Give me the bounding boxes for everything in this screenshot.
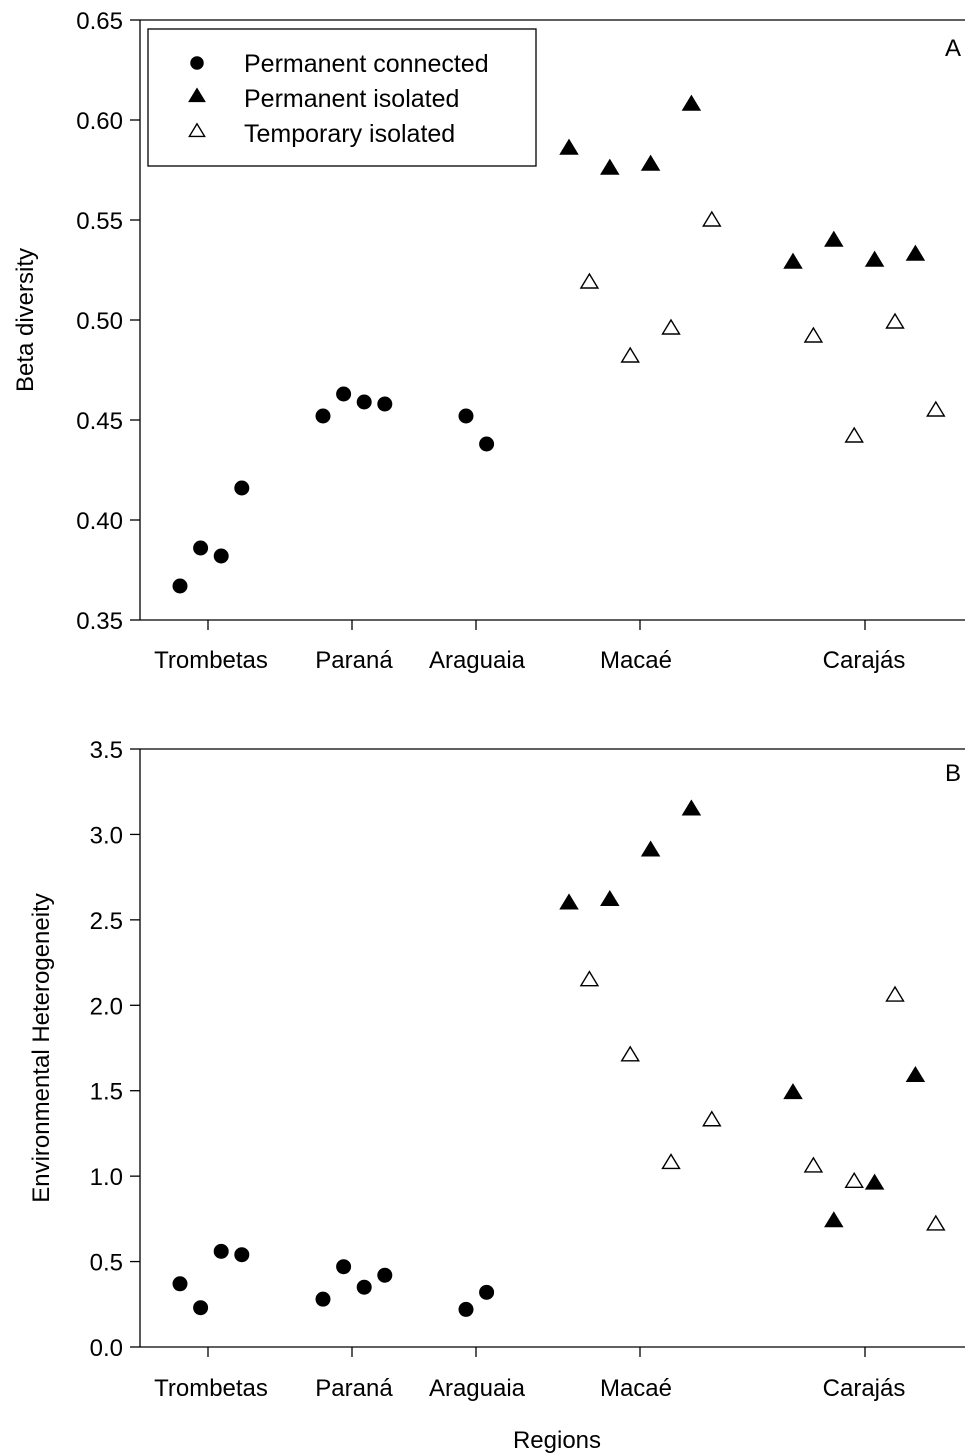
x-tick-label-carajás: Carajás [823, 647, 906, 674]
data-point-permanent-isolated [905, 1065, 926, 1083]
y-tick-label: 1.5 [90, 1079, 123, 1106]
data-point-permanent-connected [458, 1301, 474, 1317]
legend-marker-permanent-connected [190, 56, 204, 70]
data-point-permanent-connected [356, 1279, 372, 1295]
data-point-permanent-isolated [824, 1211, 844, 1228]
y-tick-label: 0.50 [76, 308, 123, 335]
data-point-permanent-connected [315, 1291, 331, 1307]
data-point-permanent-isolated [559, 138, 579, 155]
y-tick-label: 0.40 [76, 508, 123, 535]
x-tick-label-trombetas: Trombetas [154, 647, 268, 674]
y-tick-label: 0.45 [76, 408, 123, 435]
y-tick-label: 0.5 [90, 1250, 123, 1277]
data-point-temporary-isolated [926, 1214, 946, 1231]
data-point-permanent-connected [479, 1284, 495, 1300]
data-point-temporary-isolated [844, 426, 864, 443]
data-point-permanent-connected [336, 1259, 352, 1275]
y-tick-label: 2.5 [90, 908, 123, 935]
data-point-temporary-isolated [620, 346, 640, 363]
data-point-permanent-isolated [864, 250, 885, 267]
x-tick-label-macaé: Macaé [600, 647, 672, 674]
legend-marker-permanent-isolated [188, 87, 206, 103]
legend-box [147, 28, 537, 167]
data-point-temporary-isolated [885, 312, 905, 329]
y-tick-label: 1.0 [90, 1164, 123, 1191]
data-point-permanent-isolated [681, 94, 702, 111]
data-point-temporary-isolated [661, 318, 681, 335]
y-tick-label: 0.0 [90, 1335, 123, 1362]
legend-label-temporary-isolated: Temporary isolated [244, 120, 455, 148]
data-point-permanent-isolated [640, 154, 661, 171]
data-point-permanent-connected [458, 408, 474, 424]
data-point-temporary-isolated [702, 210, 722, 227]
data-point-temporary-isolated [803, 1156, 824, 1173]
legend-label-permanent-isolated: Permanent isolated [244, 85, 459, 113]
data-point-temporary-isolated [885, 985, 905, 1002]
panel-letter: B [945, 760, 961, 787]
x-axis-title: Regions [513, 1427, 601, 1454]
data-point-permanent-connected [234, 1247, 250, 1263]
data-point-permanent-connected [193, 1300, 209, 1316]
y-tick-label: 0.65 [76, 8, 123, 35]
data-point-temporary-isolated [926, 400, 946, 417]
x-tick-label-araguaia: Araguaia [429, 1375, 526, 1402]
data-point-permanent-connected [193, 540, 209, 556]
y-tick-label: 2.0 [90, 993, 123, 1020]
data-point-temporary-isolated [620, 1045, 640, 1062]
data-point-permanent-isolated [864, 1173, 885, 1190]
y-axis-title: Environmental Heterogeneity [28, 893, 55, 1203]
x-tick-label-macaé: Macaé [600, 1375, 672, 1402]
data-point-temporary-isolated [579, 272, 600, 289]
data-point-permanent-connected [234, 480, 250, 496]
data-point-permanent-connected [172, 1276, 188, 1292]
legend-marker-temporary-isolated [188, 122, 206, 138]
data-point-permanent-isolated [681, 799, 702, 816]
data-point-permanent-connected [479, 436, 495, 452]
data-point-permanent-isolated [783, 1083, 803, 1100]
x-tick-label-paraná: Paraná [315, 647, 393, 674]
y-axis-title: Beta diversity [12, 248, 39, 392]
data-point-permanent-isolated [559, 893, 579, 910]
y-tick-label: 3.5 [90, 737, 123, 764]
data-point-permanent-isolated [600, 890, 620, 907]
legend-label-permanent-connected: Permanent connected [244, 50, 489, 78]
data-point-temporary-isolated [803, 326, 824, 343]
x-tick-label-trombetas: Trombetas [154, 1375, 268, 1402]
legend: Permanent connected Permanent isolated Tem… [147, 28, 537, 167]
data-point-permanent-connected [377, 1267, 393, 1283]
data-point-temporary-isolated [579, 970, 600, 987]
x-tick-label-araguaia: Araguaia [429, 647, 526, 674]
y-tick-label: 0.55 [76, 208, 123, 235]
data-point-permanent-isolated [600, 158, 620, 175]
data-point-permanent-connected [377, 396, 393, 412]
data-point-permanent-connected [213, 548, 229, 564]
data-point-permanent-connected [315, 408, 331, 424]
data-point-permanent-connected [356, 394, 372, 410]
data-point-permanent-isolated [640, 840, 661, 857]
y-tick-label: 0.60 [76, 108, 123, 135]
data-point-temporary-isolated [844, 1171, 864, 1188]
panel-letter: A [945, 35, 961, 62]
data-point-permanent-connected [336, 386, 352, 402]
y-tick-label: 0.35 [76, 608, 123, 635]
x-tick-label-carajás: Carajás [823, 1375, 906, 1402]
y-tick-label: 3.0 [90, 822, 123, 849]
data-point-permanent-isolated [824, 230, 844, 247]
data-point-permanent-isolated [783, 252, 803, 269]
panel-a-beta-diversity-chart: 0.35 0.40 0.45 0.50 0.55 0.60 0.65 Trombetas Par… [12, 8, 965, 674]
panel-b-environmental-heterogeneity-chart: 0.0 0.5 1.0 1.5 2.0 2.5 3.0 3.5 Trombetas Paraná A… [28, 737, 965, 1402]
data-point-temporary-isolated [661, 1153, 681, 1170]
data-point-permanent-connected [172, 578, 188, 594]
x-tick-label-paraná: Paraná [315, 1375, 393, 1402]
data-point-permanent-connected [213, 1243, 229, 1259]
data-point-temporary-isolated [702, 1110, 722, 1127]
data-point-permanent-isolated [905, 244, 926, 261]
